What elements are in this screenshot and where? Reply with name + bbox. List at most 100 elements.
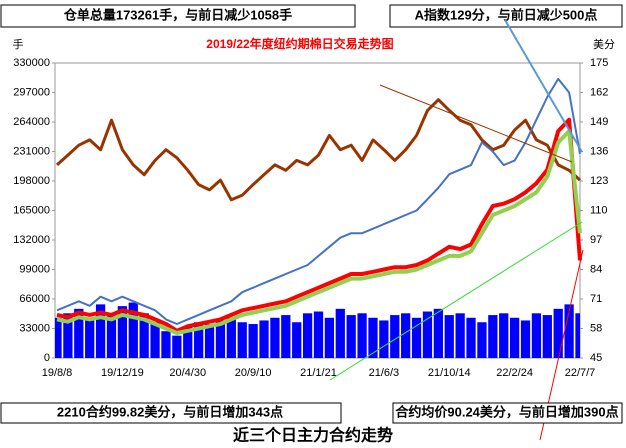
- trend-line: [329, 221, 583, 381]
- bar: [215, 320, 226, 358]
- bar: [509, 317, 520, 358]
- bar: [292, 322, 302, 358]
- bar: [422, 311, 433, 358]
- x-tick-label: 21/10/14: [428, 367, 471, 379]
- bar: [466, 317, 476, 358]
- bar: [259, 320, 269, 358]
- bar: [368, 317, 378, 358]
- y-tick-label: 231000: [13, 145, 50, 157]
- y-tick-label: 165000: [13, 204, 50, 216]
- y2-tick-label: 162: [590, 86, 608, 98]
- bar: [106, 315, 117, 358]
- bar: [85, 320, 95, 358]
- bar: [411, 317, 422, 358]
- y-tick-label: 330000: [13, 57, 50, 69]
- bar: [433, 308, 443, 358]
- y-tick-label: 66000: [19, 293, 50, 305]
- y-tick-label: 264000: [13, 116, 50, 128]
- y2-tick-label: 58: [590, 322, 602, 334]
- bar: [379, 320, 389, 358]
- x-tick-label: 19/8/8: [42, 367, 73, 379]
- y-tick-label: 99000: [19, 263, 50, 275]
- bar: [281, 315, 291, 358]
- line: [56, 117, 582, 333]
- note-box: [392, 402, 623, 424]
- y2-axis-label: 美分: [593, 38, 615, 51]
- bar: [74, 308, 84, 358]
- y2-tick-label: 110: [590, 204, 608, 216]
- note: 合约均价90.24美分，与前日增加390点: [395, 404, 618, 419]
- bar: [444, 315, 454, 358]
- note: 仓单总量173261手，与前日减少1058手: [63, 7, 292, 22]
- bar: [150, 322, 160, 358]
- bar: [455, 313, 465, 358]
- bar: [248, 324, 258, 358]
- note: 2210合约99.82美分，与前日增加343点: [57, 404, 283, 419]
- chart-title: 2019/22年度纽约期棉日交易走势图: [206, 36, 393, 51]
- bar: [564, 304, 574, 358]
- bar: [172, 335, 182, 358]
- bar: [499, 313, 509, 358]
- bar: [488, 315, 498, 358]
- y2-tick-label: 45: [590, 352, 602, 364]
- y-tick-label: 132000: [13, 234, 50, 246]
- bar: [302, 313, 313, 358]
- bar: [139, 313, 149, 358]
- y2-tick-label: 175: [590, 57, 608, 69]
- bar: [194, 322, 204, 358]
- bar: [520, 320, 531, 358]
- footer-title: 近三个日主力合约走势: [233, 426, 393, 445]
- y-tick-label: 198000: [13, 175, 50, 187]
- bar: [390, 315, 400, 358]
- bar: [531, 313, 542, 358]
- note: A指数129分，与前日减少500点: [415, 7, 598, 22]
- x-tick-label: 20/9/10: [235, 367, 272, 379]
- bar: [324, 317, 335, 358]
- x-tick-label: 20/4/30: [169, 367, 206, 379]
- plot-area: [54, 62, 581, 359]
- bar: [161, 331, 171, 358]
- bar: [346, 315, 356, 358]
- plot: 0 33000 66000 99000 132000 165000 198000 231000…: [13, 57, 608, 379]
- y2-tick-label: 71: [590, 293, 602, 305]
- x-tick-label: 19/12/19: [101, 367, 144, 379]
- y-tick-label: 0: [44, 352, 50, 364]
- y2-tick-label: 123: [590, 175, 608, 187]
- note-box: [0, 4, 356, 28]
- y-tick-label: 297000: [13, 86, 50, 98]
- bar: [553, 308, 563, 358]
- line: [56, 77, 581, 325]
- x-tick-label: 22/7/7: [565, 367, 596, 379]
- x-tick-label: 21/6/3: [369, 367, 400, 379]
- y-axis-label: 手: [13, 37, 24, 51]
- y2-tick-label: 136: [590, 145, 608, 157]
- bar: [401, 313, 411, 358]
- y-tick-label: 33000: [19, 322, 50, 334]
- bar: [226, 317, 236, 358]
- y2-tick-label: 97: [590, 234, 602, 246]
- note-box: [0, 402, 342, 424]
- bar: [335, 308, 345, 358]
- note-box: [389, 4, 623, 28]
- bar: [63, 313, 73, 358]
- bar: [95, 304, 106, 358]
- line: [55, 98, 582, 202]
- bar: [542, 315, 552, 358]
- trend-line: [504, 19, 583, 153]
- bar: [117, 306, 128, 358]
- bar: [313, 311, 324, 358]
- bar: [270, 317, 280, 358]
- x-tick-label: 21/1/21: [300, 367, 337, 379]
- bar: [357, 313, 367, 358]
- line: [56, 129, 582, 335]
- bar: [575, 313, 580, 358]
- bar: [55, 317, 62, 358]
- bar: [183, 326, 193, 358]
- bar: [204, 324, 215, 358]
- bar: [477, 322, 487, 358]
- trend-line: [379, 84, 573, 163]
- y2-tick-label: 149: [590, 116, 608, 128]
- y2-tick-label: 84: [590, 263, 602, 275]
- x-tick-label: 22/2/24: [496, 367, 533, 379]
